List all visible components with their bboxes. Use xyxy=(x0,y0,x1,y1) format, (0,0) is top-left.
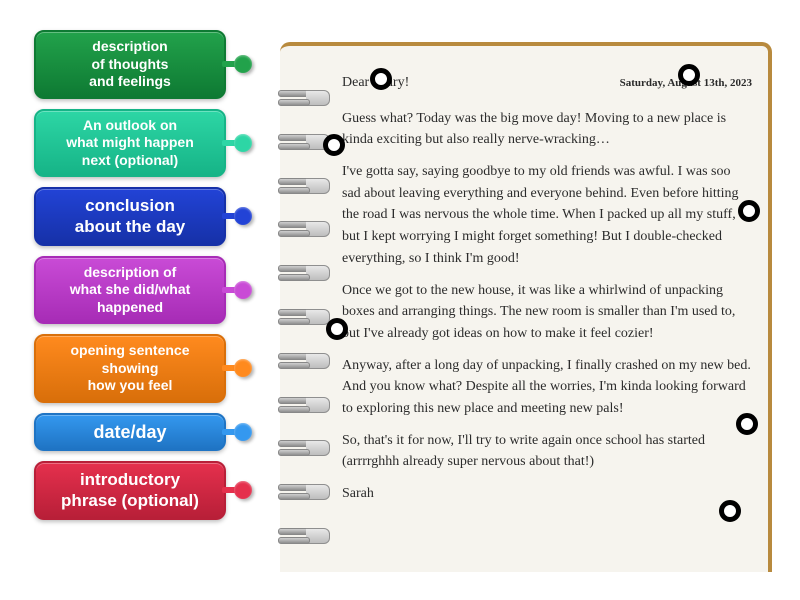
connector-knob[interactable] xyxy=(234,423,252,441)
connector-knob[interactable] xyxy=(234,481,252,499)
spiral-ring xyxy=(280,528,330,544)
spiral-ring xyxy=(280,397,330,413)
spiral-ring xyxy=(280,221,330,237)
spiral-ring xyxy=(280,90,330,106)
tag-what-happened[interactable]: description ofwhat she did/whathappened xyxy=(34,256,226,325)
diary-page: Dear Diary! Saturday, August 13th, 2023 … xyxy=(280,42,772,572)
diary-text: Dear Diary! Saturday, August 13th, 2023 … xyxy=(342,72,752,515)
drop-target-m-p2[interactable] xyxy=(738,200,760,222)
diary-signoff: Sarah xyxy=(342,483,752,505)
drop-target-m-greeting[interactable] xyxy=(370,68,392,90)
connector-knob[interactable] xyxy=(234,281,252,299)
drop-target-m-date[interactable] xyxy=(678,64,700,86)
connector-knob[interactable] xyxy=(234,55,252,73)
spiral-ring xyxy=(280,309,330,325)
connector-knob[interactable] xyxy=(234,359,252,377)
spiral-binding xyxy=(280,42,332,572)
diary-paragraph: So, that's it for now, I'll try to write… xyxy=(342,430,752,473)
spiral-ring xyxy=(280,178,330,194)
spiral-ring xyxy=(280,484,330,500)
diary-paragraph: Guess what? Today was the big move day! … xyxy=(342,108,752,151)
tag-intro-phrase[interactable]: introductoryphrase (optional) xyxy=(34,461,226,520)
drop-target-m-p4[interactable] xyxy=(736,413,758,435)
drop-target-m-p5[interactable] xyxy=(719,500,741,522)
diary-paragraph: I've gotta say, saying goodbye to my old… xyxy=(342,161,752,269)
tag-conclusion[interactable]: conclusionabout the day xyxy=(34,187,226,246)
tag-date-day[interactable]: date/day xyxy=(34,413,226,452)
diary-paragraph: Anyway, after a long day of unpacking, I… xyxy=(342,355,752,420)
spiral-ring xyxy=(280,265,330,281)
tag-outlook[interactable]: An outlook onwhat might happennext (opti… xyxy=(34,109,226,178)
spiral-ring xyxy=(280,440,330,456)
connector-knob[interactable] xyxy=(234,207,252,225)
diary-paragraph: Once we got to the new house, it was lik… xyxy=(342,280,752,345)
connector-knob[interactable] xyxy=(234,134,252,152)
drop-target-m-p1[interactable] xyxy=(323,134,345,156)
drop-target-m-p3[interactable] xyxy=(326,318,348,340)
tag-opening[interactable]: opening sentenceshowinghow you feel xyxy=(34,334,226,403)
label-palette: descriptionof thoughtsand feelings An out… xyxy=(34,30,226,530)
spiral-ring xyxy=(280,353,330,369)
tag-thoughts-feelings[interactable]: descriptionof thoughtsand feelings xyxy=(34,30,226,99)
